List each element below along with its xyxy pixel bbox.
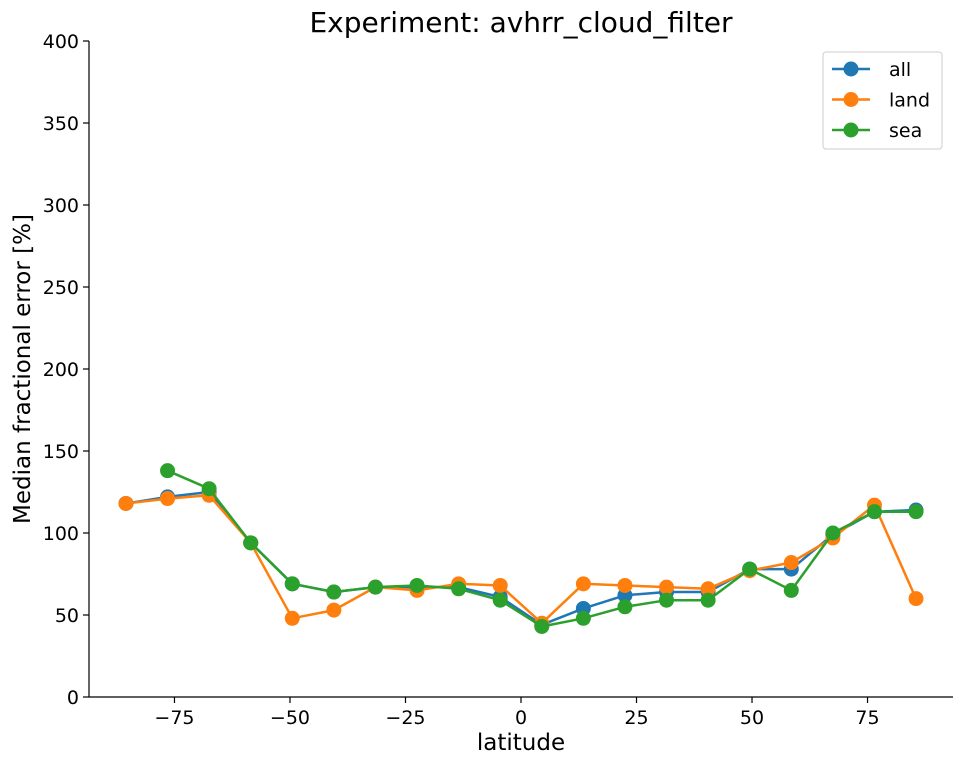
legend: all land sea [822, 51, 943, 150]
x-tick-label: −25 [385, 707, 425, 729]
data-point-land [783, 555, 799, 571]
y-tick-label: 150 [43, 441, 79, 463]
legend-marker [843, 61, 859, 77]
data-point-sea [492, 592, 508, 608]
data-point-sea [367, 579, 383, 595]
y-tick-label: 350 [43, 113, 79, 135]
data-point-sea [742, 561, 758, 577]
series-all [118, 484, 924, 633]
legend-item-land: land [832, 90, 930, 112]
y-tick-label: 400 [43, 31, 79, 53]
data-point-sea [201, 481, 217, 497]
y-tick-label: 0 [67, 687, 79, 709]
data-point-land [659, 579, 675, 595]
data-point-sea [617, 599, 633, 615]
data-point-sea [534, 618, 550, 634]
data-point-land [160, 491, 176, 507]
legend-label: land [889, 90, 930, 112]
legend-marker [843, 122, 859, 138]
plot-area [118, 463, 924, 634]
data-point-sea [160, 463, 176, 479]
data-point-sea [783, 582, 799, 598]
legend-label: all [889, 59, 911, 81]
data-point-land [326, 602, 342, 618]
y-ticks: 0 50 100 150 200 250 300 350 400 [43, 31, 89, 709]
legend-item-all: all [832, 59, 911, 81]
data-point-land [575, 576, 591, 592]
legend-label: sea [889, 120, 922, 142]
data-point-land [492, 577, 508, 593]
data-point-land [617, 577, 633, 593]
x-tick-label: −50 [270, 707, 310, 729]
data-point-sea [866, 504, 882, 520]
y-axis-label: Median fractional error [%] [10, 214, 36, 524]
legend-marker [843, 92, 859, 107]
legend-item-sea: sea [832, 120, 922, 142]
data-point-sea [659, 592, 675, 608]
data-point-land [284, 610, 300, 626]
data-point-sea [409, 577, 425, 593]
data-point-sea [326, 584, 342, 600]
x-tick-label: 75 [855, 707, 879, 729]
x-axis-label: latitude [477, 730, 565, 756]
data-point-sea [908, 504, 924, 520]
data-point-land [700, 581, 716, 597]
y-tick-label: 300 [43, 195, 79, 217]
x-tick-label: 50 [740, 707, 764, 729]
data-point-land [118, 495, 134, 511]
x-tick-label: 0 [515, 707, 527, 729]
data-point-sea [451, 581, 467, 597]
x-tick-label: 25 [624, 707, 648, 729]
y-tick-label: 100 [43, 523, 79, 545]
x-ticks: −75 −50 −25 0 25 50 75 [154, 697, 880, 729]
data-point-sea [284, 576, 300, 592]
x-tick-label: −75 [154, 707, 194, 729]
series-line-sea [167, 469, 916, 628]
series-sea [160, 463, 924, 634]
data-point-sea [825, 525, 841, 541]
data-point-sea [575, 610, 591, 626]
y-tick-label: 250 [43, 277, 79, 299]
data-point-sea [243, 535, 259, 551]
y-tick-label: 50 [55, 605, 79, 627]
data-point-sea [700, 592, 716, 608]
y-tick-label: 200 [43, 359, 79, 381]
chart-title: Experiment: avhrr_cloud_filter [309, 6, 733, 39]
data-point-land [908, 591, 924, 607]
